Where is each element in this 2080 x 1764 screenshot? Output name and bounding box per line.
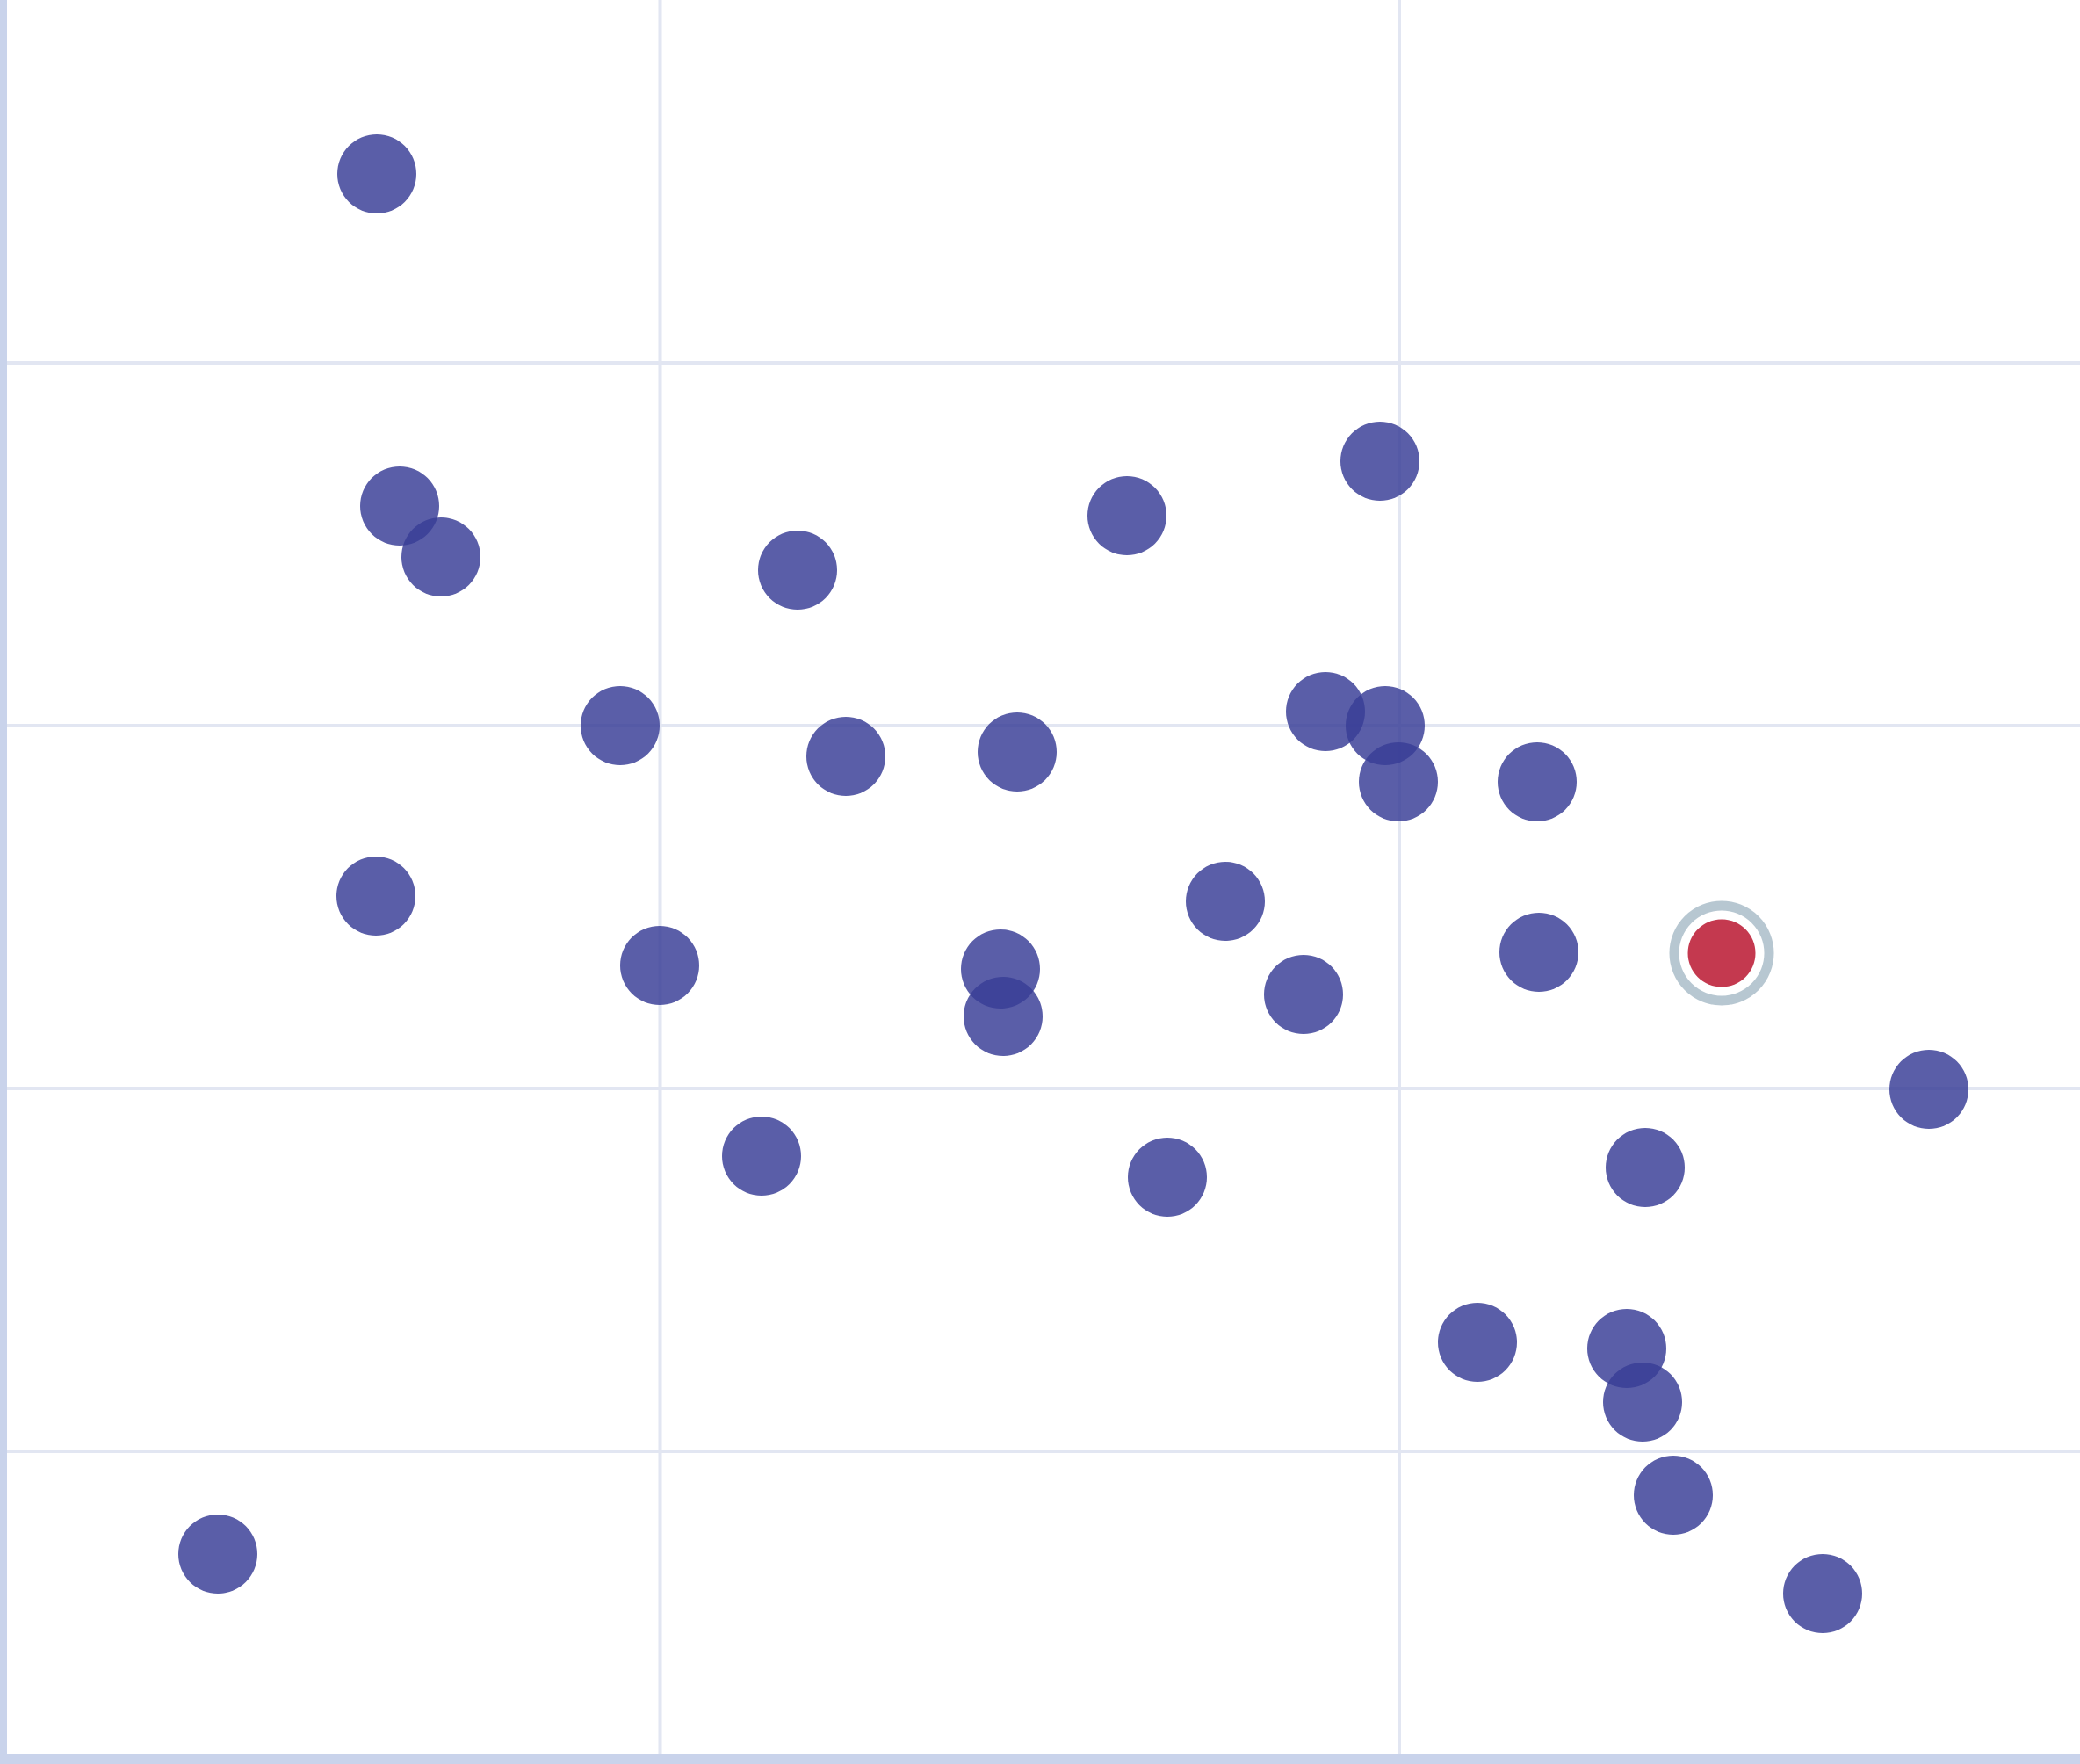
data-point[interactable] (1340, 422, 1419, 501)
data-point[interactable] (1634, 1456, 1713, 1535)
data-point[interactable] (1889, 1050, 1968, 1129)
data-point[interactable] (1498, 742, 1577, 821)
selected-data-point[interactable] (1687, 919, 1756, 987)
data-point[interactable] (758, 531, 837, 610)
data-points-layer (178, 134, 1968, 1633)
data-point[interactable] (1603, 1363, 1682, 1442)
data-point[interactable] (1087, 476, 1166, 555)
data-point[interactable] (978, 712, 1057, 792)
bottom-axis-band (0, 1754, 2080, 1764)
data-point[interactable] (581, 686, 660, 765)
data-point[interactable] (1286, 672, 1365, 751)
data-point[interactable] (620, 926, 699, 1005)
data-point[interactable] (1783, 1554, 1862, 1633)
data-point[interactable] (722, 1117, 801, 1196)
highlighted-point-layer (1669, 900, 1774, 1006)
data-point[interactable] (806, 717, 885, 796)
data-point[interactable] (1606, 1128, 1685, 1207)
data-point[interactable] (1128, 1138, 1207, 1217)
data-point[interactable] (178, 1515, 257, 1594)
data-point[interactable] (1359, 742, 1438, 821)
data-point[interactable] (337, 134, 416, 213)
data-point[interactable] (1186, 862, 1265, 941)
data-point[interactable] (336, 857, 415, 936)
data-point[interactable] (1499, 913, 1578, 992)
data-point[interactable] (964, 977, 1043, 1056)
vertical-gridlines (658, 0, 1401, 1754)
data-point[interactable] (1438, 1303, 1517, 1382)
data-point[interactable] (1264, 955, 1343, 1034)
left-axis-band (0, 0, 7, 1764)
data-point[interactable] (401, 517, 480, 596)
horizontal-gridlines (7, 361, 2080, 1453)
